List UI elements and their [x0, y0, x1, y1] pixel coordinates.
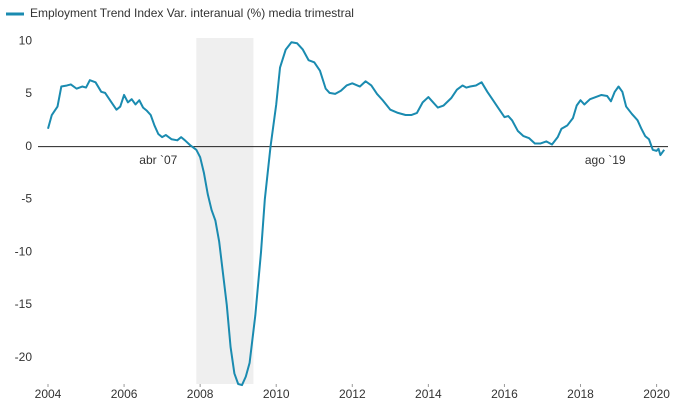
y-tick-label: 0 [25, 139, 32, 153]
x-tick-label: 2010 [263, 387, 290, 401]
x-tick-label: 2020 [643, 387, 670, 401]
y-tick-label: 10 [19, 33, 33, 47]
x-tick-label: 2008 [187, 387, 214, 401]
shaded-period [196, 38, 254, 384]
y-tick-label: -20 [15, 350, 33, 364]
y-tick-label: 5 [25, 86, 32, 100]
annotation: ago `19 [585, 153, 626, 167]
x-tick-label: 2016 [491, 387, 518, 401]
series-line [47, 41, 666, 387]
x-tick-label: 2018 [567, 387, 594, 401]
x-tick-label: 2004 [35, 387, 62, 401]
y-tick-label: -10 [15, 244, 33, 258]
x-tick-label: 2012 [339, 387, 366, 401]
y-tick-label: -5 [21, 192, 32, 206]
x-tick-label: 2006 [111, 387, 138, 401]
legend-label: Employment Trend Index Var. interanual (… [30, 6, 354, 20]
x-tick-label: 2014 [415, 387, 442, 401]
y-tick-label: -15 [15, 297, 33, 311]
annotation: abr `07 [139, 153, 177, 167]
